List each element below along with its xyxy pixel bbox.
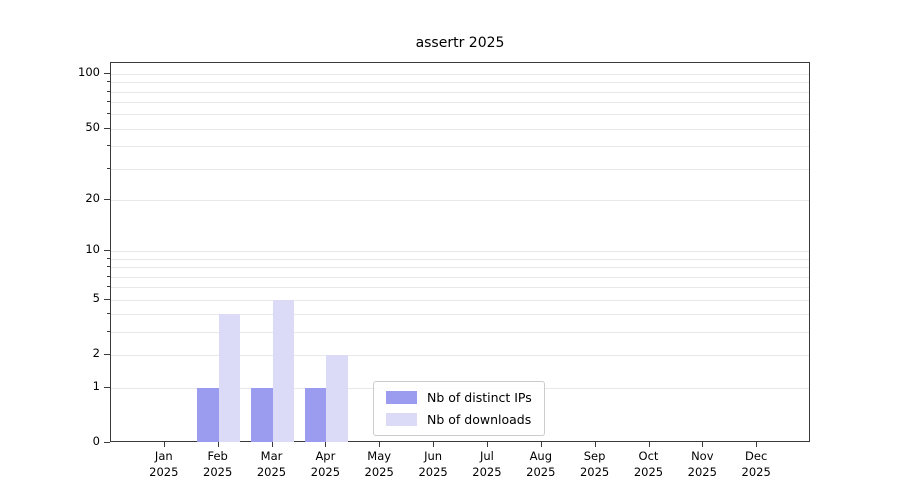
gridline: [111, 114, 809, 116]
x-tick: [217, 442, 219, 447]
y-tick: [104, 250, 110, 252]
y-minor-tick: [107, 275, 110, 277]
gridline: [111, 168, 809, 170]
x-tick: [163, 442, 165, 447]
x-tick-label: Nov 2025: [687, 449, 717, 479]
y-minor-tick: [107, 101, 110, 103]
y-minor-tick: [107, 266, 110, 268]
y-minor-tick: [107, 257, 110, 259]
legend-entry-distinct-ips: Nb of distinct IPs: [386, 390, 532, 405]
y-tick-label: 0: [92, 434, 100, 448]
gridline: [111, 102, 809, 104]
y-tick-label: 20: [85, 190, 100, 205]
x-tick-label: Feb 2025: [203, 449, 233, 479]
y-tick-label: 50: [85, 119, 100, 134]
gridline: [111, 276, 809, 278]
y-tick-label: 10: [85, 242, 100, 257]
bar-nb-of-downloads-mar: [272, 299, 294, 442]
x-tick: [433, 442, 435, 447]
x-tick: [702, 442, 704, 447]
y-minor-tick: [107, 167, 110, 169]
x-tick: [271, 442, 273, 447]
x-tick-label: Dec 2025: [741, 449, 771, 479]
x-tick-label: Jul 2025: [472, 449, 502, 479]
x-tick-label: Oct 2025: [633, 449, 664, 479]
x-tick: [756, 442, 758, 447]
bar-nb-of-downloads-apr: [326, 355, 348, 442]
y-minor-tick: [107, 286, 110, 288]
y-tick-label: 1: [92, 378, 100, 393]
bar-nb-of-distinct-ips-feb: [197, 387, 219, 442]
x-tick: [325, 442, 327, 447]
x-tick: [379, 442, 381, 447]
x-tick: [486, 442, 488, 447]
legend-label-distinct-ips: Nb of distinct IPs: [427, 390, 532, 405]
y-tick: [104, 354, 110, 356]
bar-nb-of-distinct-ips-mar: [251, 387, 273, 442]
gridline: [111, 82, 809, 84]
legend-label-downloads: Nb of downloads: [427, 412, 532, 427]
y-minor-tick: [107, 113, 110, 115]
y-minor-tick: [107, 81, 110, 83]
x-tick-label: Jun 2025: [418, 449, 448, 479]
x-tick: [594, 442, 596, 447]
y-minor-tick: [107, 145, 110, 147]
gridline: [111, 355, 809, 357]
gridline: [111, 199, 809, 201]
gridline: [111, 91, 809, 93]
legend-swatch-distinct-ips: [386, 391, 417, 404]
plot-area: Nb of distinct IPs Nb of downloads: [110, 62, 810, 442]
y-tick: [104, 386, 110, 388]
gridline: [111, 314, 809, 316]
gridline: [111, 332, 809, 334]
gridline: [111, 128, 809, 130]
x-tick-label: Sep 2025: [579, 449, 610, 479]
y-tick-label: 5: [92, 290, 100, 305]
y-tick: [104, 198, 110, 200]
legend-swatch-downloads: [386, 413, 417, 426]
y-tick: [104, 442, 110, 443]
bar-nb-of-downloads-feb: [218, 314, 241, 442]
gridline: [111, 299, 809, 301]
gridline: [111, 146, 809, 148]
gridline: [111, 258, 809, 260]
x-tick: [648, 442, 650, 447]
legend-entry-downloads: Nb of downloads: [386, 412, 532, 427]
y-minor-tick: [107, 331, 110, 333]
y-minor-tick: [107, 313, 110, 315]
legend: Nb of distinct IPs Nb of downloads: [373, 381, 545, 436]
x-tick-label: Mar 2025: [256, 449, 287, 479]
x-tick-label: May 2025: [364, 449, 394, 479]
gridline: [111, 267, 809, 269]
y-minor-tick: [107, 90, 110, 92]
y-tick: [104, 127, 110, 129]
gridline: [111, 251, 809, 253]
chart-title: assertr 2025: [415, 35, 505, 51]
y-tick: [104, 73, 110, 75]
x-tick-label: Jan 2025: [149, 449, 179, 479]
bar-nb-of-distinct-ips-apr: [304, 387, 327, 442]
x-tick: [540, 442, 542, 447]
y-tick: [104, 298, 110, 300]
y-tick-label: 100: [78, 65, 100, 80]
gridline: [111, 74, 809, 76]
y-tick-label: 2: [92, 346, 100, 361]
x-tick-label: Aug 2025: [526, 449, 556, 479]
gridline: [111, 287, 809, 289]
x-tick-label: Apr 2025: [310, 449, 341, 479]
